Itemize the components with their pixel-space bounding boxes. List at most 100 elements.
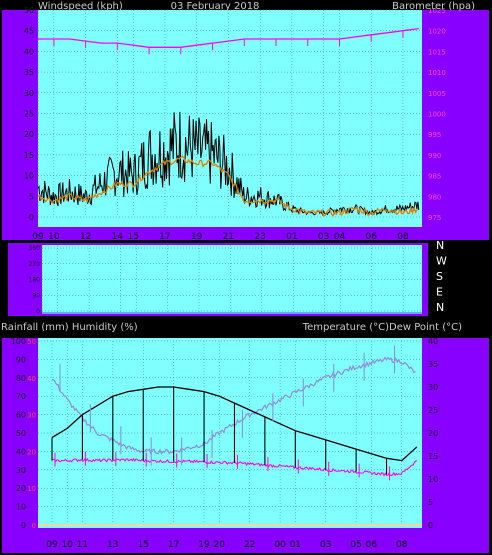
- humidity-tick-label: 10: [16, 503, 26, 512]
- humidity-tick-label: 50: [16, 429, 26, 438]
- wind-left-tick-label: 25: [24, 110, 34, 119]
- baro-right-tick-label: 1010: [428, 69, 446, 77]
- direction-left-tick-label: 180: [29, 277, 41, 284]
- baro-right-tick-label: 975: [428, 214, 441, 222]
- direction-compass-label: E: [436, 286, 443, 299]
- temperature-tick-label: 0: [428, 521, 433, 530]
- rainfall-tick-label: 0: [32, 522, 36, 530]
- rainfall-tick-label: 40: [27, 375, 36, 383]
- temperature-tick-label: 20: [428, 429, 438, 438]
- wind-x-tick-label: 08: [397, 232, 409, 242]
- wind-x-tick-label: 12: [80, 232, 91, 242]
- humidity-tick-label: 100: [11, 337, 26, 346]
- rain-x-tick-label: 11: [77, 540, 88, 550]
- baro-right-tick-label: 1005: [428, 90, 446, 98]
- direction-compass-label: N: [436, 239, 444, 252]
- wind-left-tick-label: 5: [29, 192, 34, 201]
- temperature-tick-label: 25: [428, 406, 438, 415]
- wind-baro-plot-area: [38, 10, 422, 227]
- temperature-tick-label: 40: [428, 337, 438, 346]
- direction-compass-label: N: [436, 301, 444, 314]
- direction-left-tick-label: 90: [32, 292, 40, 299]
- temperature-tick-label: 30: [428, 383, 438, 392]
- wind-x-tick-label: 04: [334, 232, 346, 242]
- rain-x-tick-label: 01: [290, 540, 301, 550]
- humidity-tick-label: 30: [16, 466, 26, 475]
- baro-right-tick-label: 1025: [428, 7, 446, 15]
- rain-x-tick-label: 08: [396, 540, 408, 550]
- wind-x-tick-label: 21: [223, 232, 234, 242]
- wind-baro-grid: [37, 9, 422, 218]
- baro-axis-title: Barometer (hpa): [392, 1, 475, 12]
- direction-left-tick-label: 270: [29, 261, 41, 268]
- rainfall-tick-label: 10: [27, 485, 36, 493]
- wind-x-tick-label: 17: [159, 232, 170, 242]
- wind-x-tick-label: 06: [365, 232, 377, 242]
- rain-x-tick-label: 05: [350, 540, 361, 550]
- humidity-tick-label: 80: [16, 374, 26, 383]
- humidity-tick-label: 20: [16, 484, 26, 493]
- rain-x-tick-label: 19: [198, 540, 210, 550]
- wind-left-tick-label: 45: [24, 27, 34, 36]
- wind-left-tick-label: 0: [29, 213, 34, 222]
- baro-right-tick-label: 995: [428, 131, 441, 139]
- rain-x-tick-label: 20: [214, 540, 226, 550]
- baro-right-tick-label: 1020: [428, 28, 446, 36]
- rain-x-tick-label: 17: [168, 540, 179, 550]
- direction-left-tick-label: 360: [29, 245, 41, 252]
- wind-left-tick-label: 10: [24, 172, 34, 181]
- direction-left-tick-label: 0: [36, 308, 40, 315]
- wind-average-line: [37, 155, 418, 217]
- temperature-tick-label: 15: [428, 452, 438, 461]
- wind-left-tick-label: 15: [24, 151, 34, 160]
- wind-x-tick-label: 14: [112, 232, 124, 242]
- rain-humidity-title: Rainfall (mm) Humidity (%): [1, 322, 138, 333]
- wind-x-tick-label: 10: [48, 232, 60, 242]
- rain-x-tick-label: 00: [274, 540, 286, 550]
- rainfall-tick-label: 20: [27, 448, 36, 456]
- direction-compass-label: S: [436, 270, 443, 283]
- rain-x-tick-label: 09: [46, 540, 58, 550]
- wind-axis-title: Windspeed (kph): [38, 1, 123, 12]
- direction-compass-label: W: [436, 255, 447, 268]
- humidity-tick-label: 0: [21, 521, 26, 530]
- wind-left-tick-label: 20: [24, 130, 34, 139]
- wind-x-tick-label: 01: [286, 232, 297, 242]
- temperature-tick-label: 5: [428, 498, 433, 507]
- windspeed-line: [37, 111, 420, 217]
- temperature-tick-label: 35: [428, 360, 438, 369]
- wind-baro-panel: 0510152025303540455097598098599099510001…: [2, 6, 489, 242]
- wind-x-tick-label: 23: [254, 232, 265, 242]
- wind-x-tick-label: 19: [191, 232, 203, 242]
- wind-left-tick-label: 30: [24, 89, 34, 98]
- wind-left-tick-label: 35: [24, 68, 34, 77]
- baro-right-tick-label: 980: [428, 193, 441, 201]
- wind-x-tick-label: 03: [318, 232, 329, 242]
- chart-date: 03 February 2018: [171, 1, 260, 12]
- baro-right-tick-label: 990: [428, 152, 441, 160]
- rain-x-tick-label: 15: [138, 540, 149, 550]
- baro-right-tick-label: 1000: [428, 111, 446, 119]
- rainfall-tick-label: 30: [27, 412, 36, 420]
- wind-x-tick-label: 15: [127, 232, 138, 242]
- temp-dew-title: Temperature (°C)Dew Point (°C): [302, 322, 462, 333]
- humidity-tick-label: 70: [16, 392, 26, 401]
- baro-right-tick-label: 1015: [428, 48, 446, 56]
- humidity-tick-label: 90: [16, 355, 26, 364]
- wind-left-tick-label: 40: [24, 47, 34, 56]
- rain-x-tick-label: 22: [244, 540, 255, 550]
- humidity-tick-label: 60: [16, 411, 26, 420]
- barometer-line: [38, 27, 419, 48]
- rain-temp-panel: 0102030405060708090100010203040500510152…: [2, 337, 489, 553]
- baro-right-tick-label: 985: [428, 173, 441, 181]
- wind-x-tick-label: 09: [32, 232, 44, 242]
- humidity-tick-label: 40: [16, 447, 26, 456]
- rain-x-tick-label: 03: [320, 540, 331, 550]
- rain-x-tick-label: 10: [61, 540, 73, 550]
- rain-x-tick-label: 06: [366, 540, 378, 550]
- temperature-tick-label: 10: [428, 475, 438, 484]
- wind-left-tick-label: 50: [24, 6, 34, 15]
